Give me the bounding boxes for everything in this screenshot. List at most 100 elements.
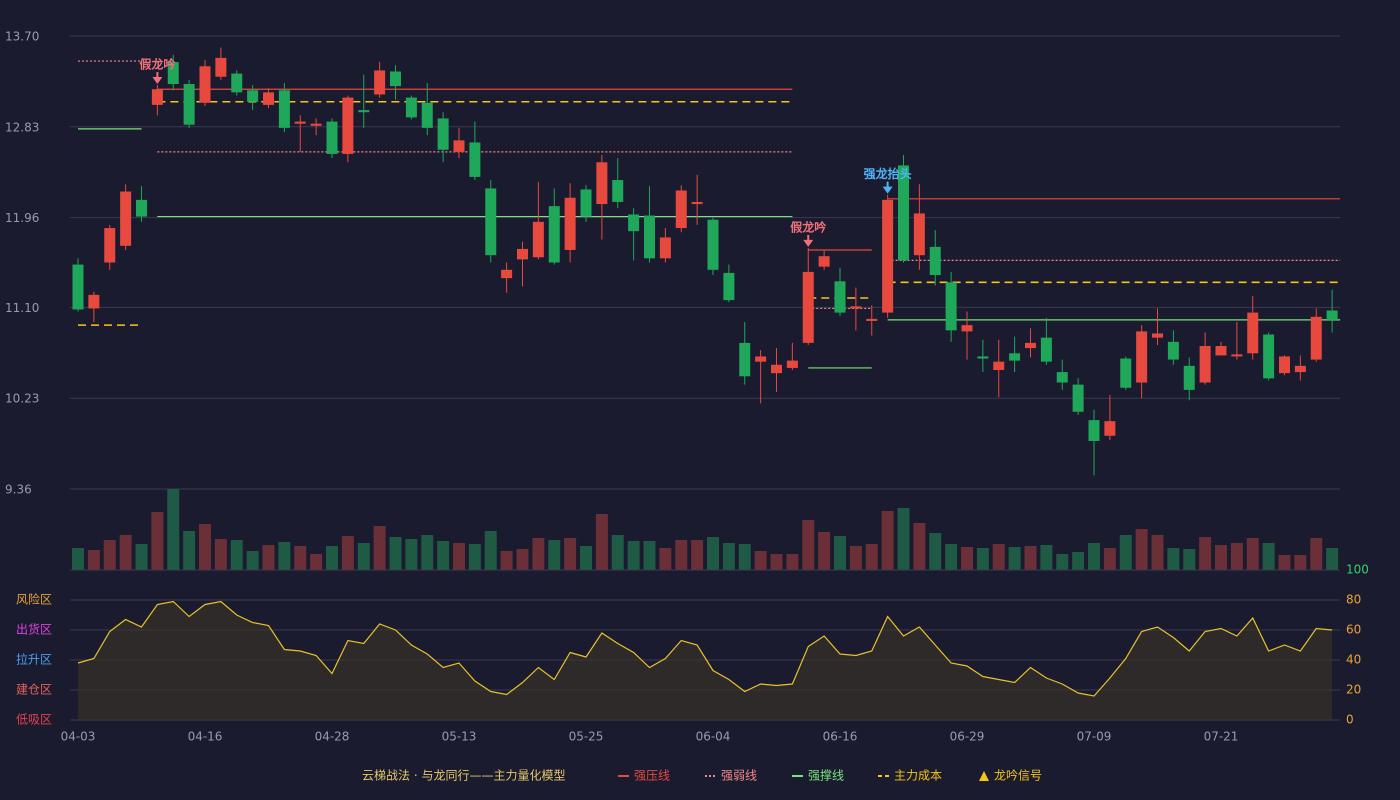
candle-body <box>358 110 370 113</box>
volume-bar <box>1008 547 1021 570</box>
volume-bar <box>1246 538 1259 570</box>
volume-bar <box>357 543 370 570</box>
candle-body <box>1152 333 1163 338</box>
candle-body <box>469 142 481 177</box>
candle-body <box>437 118 449 150</box>
volume-bar <box>548 540 561 570</box>
y2-tick-label: 20 <box>1346 683 1361 697</box>
volume-bar <box>1056 554 1069 570</box>
candle-body <box>1231 354 1243 357</box>
zone-label: 建仓区 <box>16 683 52 697</box>
volume-bar <box>389 537 402 570</box>
candle-body <box>136 199 147 217</box>
volume-bar <box>326 546 338 570</box>
candle-body <box>501 269 513 279</box>
volume-bar <box>310 554 323 570</box>
candle-body <box>1072 384 1084 412</box>
candle-body <box>294 121 306 124</box>
y2-tick-label: 40 <box>1346 653 1361 667</box>
volume-bar <box>532 538 545 570</box>
legend-label: 主力成本 <box>894 769 942 783</box>
volume-bar <box>468 544 481 570</box>
volume-bar <box>1135 529 1148 570</box>
volume-bar <box>262 545 275 570</box>
legend-label: 强弱线 <box>721 769 757 783</box>
candle-body <box>675 190 687 229</box>
signal-label: 假龙吟 <box>790 219 826 234</box>
volume-bar <box>976 548 989 570</box>
candle-body <box>612 180 624 202</box>
x-tick-label: 04-03 <box>61 730 96 744</box>
candle-body <box>961 325 973 332</box>
candle-body <box>898 165 909 261</box>
candle-body <box>993 361 1005 371</box>
candle-body <box>88 294 100 309</box>
x-tick-label: 07-21 <box>1204 730 1239 744</box>
x-tick-label: 04-28 <box>315 730 350 744</box>
candle-body <box>120 191 132 246</box>
volume-bar <box>929 533 942 570</box>
candle-body <box>199 66 211 103</box>
x-tick-label: 07-09 <box>1077 730 1112 744</box>
candle-body <box>818 256 830 267</box>
candle-body <box>263 92 274 105</box>
candle-body <box>771 364 782 374</box>
candle-body <box>691 201 703 205</box>
candle-body <box>421 102 433 128</box>
legend-title: 云梯战法 · 与龙同行——主力量化模型 <box>362 769 565 783</box>
volume-bar <box>1024 546 1037 570</box>
y-tick-label: 10.23 <box>5 392 39 406</box>
candle-body <box>1310 316 1322 360</box>
y-tick-label: 11.96 <box>5 211 39 225</box>
zone-label: 出货区 <box>16 622 52 637</box>
candle-body <box>1294 365 1306 373</box>
x-tick-label: 06-29 <box>950 730 985 744</box>
volume-bar <box>373 526 386 570</box>
candle-body <box>374 70 386 95</box>
volume-bar <box>849 546 862 570</box>
volume-bar <box>675 540 688 570</box>
y-tick-label: 9.36 <box>5 483 32 497</box>
candle-body <box>1056 372 1068 383</box>
signal-label: 假龙吟 <box>139 57 175 72</box>
volume-bar <box>500 551 513 570</box>
volume-bar <box>119 535 132 570</box>
volume-bar <box>1215 545 1227 570</box>
candle-body <box>786 360 798 368</box>
candle-body <box>564 197 576 250</box>
y2-tick-label: 0 <box>1346 713 1354 727</box>
candle-body <box>485 188 497 256</box>
candle-body <box>945 282 957 331</box>
candle-body <box>247 90 259 102</box>
candle-body <box>453 140 465 152</box>
y-tick-label: 13.70 <box>5 30 39 44</box>
y-tick-label: 12.83 <box>5 120 39 134</box>
volume-bar <box>1088 543 1100 570</box>
volume-bar <box>627 541 640 570</box>
candle-body <box>628 214 640 232</box>
volume-bar <box>643 541 656 570</box>
oscillator-area <box>78 601 1333 720</box>
candle-body <box>342 97 354 154</box>
volume-bar <box>961 547 973 570</box>
candle-body <box>644 215 655 259</box>
candle-body <box>215 57 227 77</box>
volume-bar <box>770 554 783 570</box>
volume-bar <box>278 542 291 570</box>
volume-bar <box>1278 555 1291 570</box>
candle-body <box>1104 421 1116 436</box>
volume-bar <box>421 535 434 570</box>
signal-arrowhead <box>152 77 163 85</box>
candle-body <box>231 73 243 93</box>
candle-body <box>1263 334 1275 379</box>
candle-body <box>1183 365 1195 390</box>
candle-body <box>104 228 116 263</box>
volume-bar <box>945 544 958 570</box>
volume-bar <box>992 544 1005 570</box>
volume-bar <box>1119 535 1132 570</box>
candle-body <box>532 221 544 258</box>
y2-tick-label: 60 <box>1346 623 1361 637</box>
volume-bar <box>738 544 751 570</box>
candle-body <box>72 264 84 310</box>
